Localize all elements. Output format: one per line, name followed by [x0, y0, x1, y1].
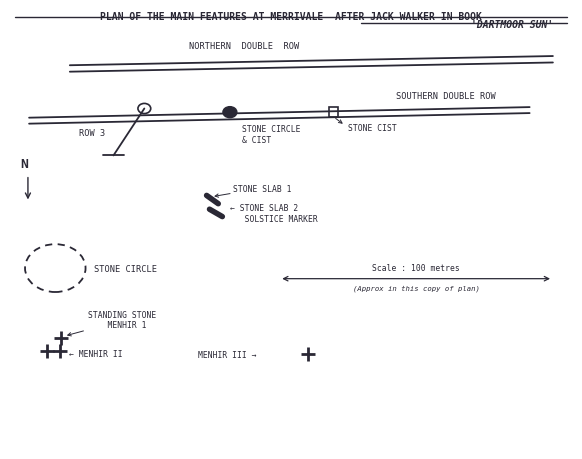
Text: STONE SLAB 1: STONE SLAB 1: [233, 185, 292, 194]
Text: Scale : 100 metres: Scale : 100 metres: [372, 263, 460, 273]
Text: STANDING STONE
    MENHIR 1: STANDING STONE MENHIR 1: [88, 310, 157, 330]
Text: NORTHERN  DOUBLE  ROW: NORTHERN DOUBLE ROW: [189, 41, 300, 50]
Text: STONE CIRCLE: STONE CIRCLE: [94, 264, 157, 273]
Text: N: N: [20, 158, 29, 171]
Text: ROW 3: ROW 3: [79, 129, 105, 138]
Text: SOUTHERN DOUBLE ROW: SOUTHERN DOUBLE ROW: [396, 92, 495, 101]
Text: ← MENHIR II: ← MENHIR II: [69, 349, 122, 358]
Text: (Approx in this copy of plan): (Approx in this copy of plan): [353, 285, 480, 291]
Text: MENHIR III →: MENHIR III →: [197, 350, 256, 359]
Text: ← STONE SLAB 2
   SOLSTICE MARKER: ← STONE SLAB 2 SOLSTICE MARKER: [230, 204, 318, 223]
Text: STONE CIRCLE
& CIST: STONE CIRCLE & CIST: [242, 125, 300, 144]
Text: STONE CIST: STONE CIST: [348, 124, 397, 133]
Bar: [329, 107, 338, 118]
Text: PLAN OF THE MAIN FEATURES AT MERRIVALE  AFTER JACK WALKER IN BOOK: PLAN OF THE MAIN FEATURES AT MERRIVALE A…: [100, 11, 482, 22]
Circle shape: [223, 107, 237, 118]
Text: 'DARTMOOR SUN': 'DARTMOOR SUN': [471, 20, 553, 30]
